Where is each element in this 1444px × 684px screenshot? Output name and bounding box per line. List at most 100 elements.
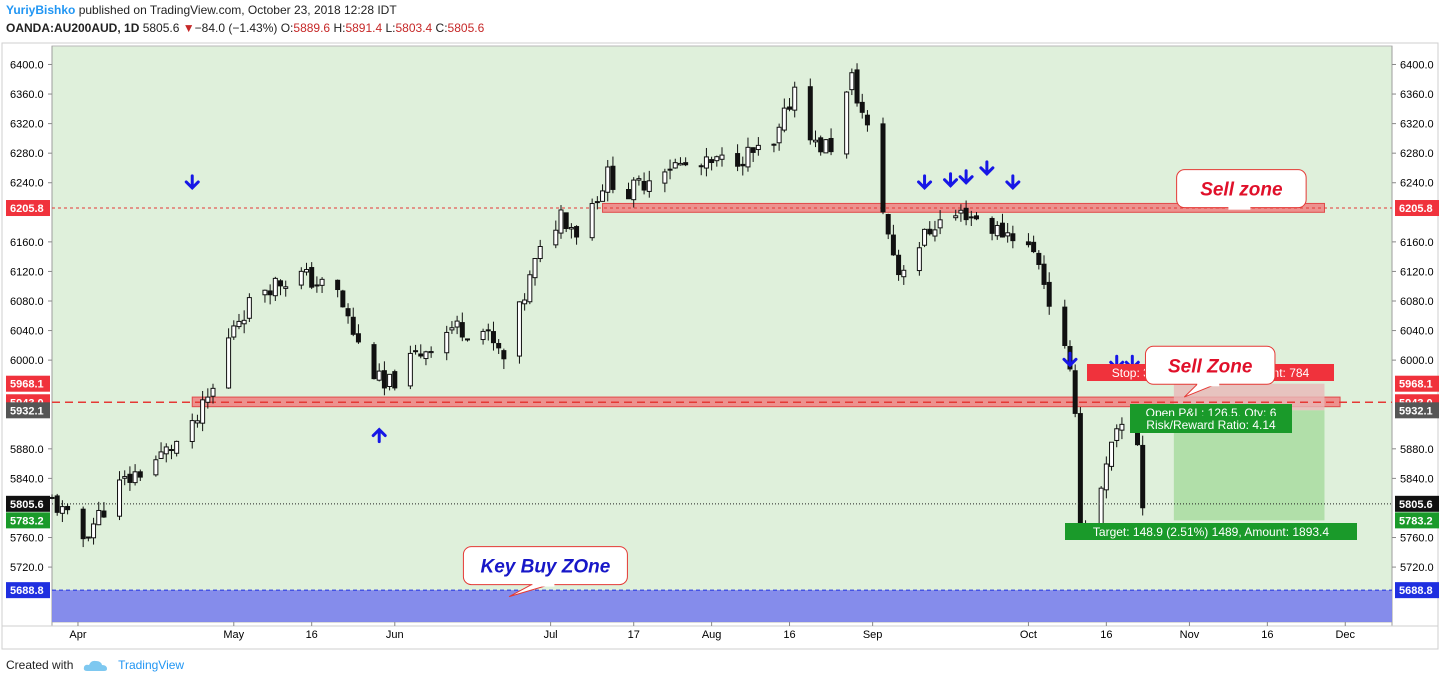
candle-body[interactable] [465, 338, 471, 341]
candle-body[interactable] [85, 536, 91, 539]
candle-body[interactable] [444, 331, 450, 354]
candle-body[interactable] [1025, 241, 1031, 246]
candle-body[interactable] [449, 327, 455, 331]
candle-body[interactable] [189, 420, 195, 442]
candle-body[interactable] [776, 126, 782, 144]
target-label-box[interactable] [1065, 523, 1357, 540]
candle-body[interactable] [999, 222, 1005, 238]
candle-body[interactable] [371, 344, 377, 380]
candle-body[interactable] [683, 162, 689, 166]
candle-body[interactable] [568, 226, 574, 230]
candle-body[interactable] [272, 277, 278, 297]
candle-body[interactable] [65, 506, 71, 511]
candle-body[interactable] [812, 139, 818, 143]
candle-body[interactable] [303, 269, 309, 273]
candle-body[interactable] [885, 214, 891, 235]
candle-body[interactable] [646, 180, 652, 192]
candle-body[interactable] [122, 476, 128, 479]
candle-body[interactable] [641, 180, 647, 191]
candle-body[interactable] [231, 325, 237, 338]
candle-body[interactable] [91, 523, 97, 539]
candle-body[interactable] [236, 320, 242, 328]
candle-body[interactable] [153, 459, 159, 476]
candle-body[interactable] [787, 106, 793, 110]
candle-body[interactable] [210, 387, 216, 397]
candle-body[interactable] [1077, 413, 1083, 528]
candle-body[interactable] [890, 234, 896, 256]
candle-body[interactable] [278, 280, 284, 287]
candle-body[interactable] [994, 224, 1000, 237]
author-link[interactable]: YuriyBishko [6, 3, 76, 17]
candle-body[interactable] [480, 330, 486, 341]
candle-body[interactable] [672, 162, 678, 169]
candle-body[interactable] [807, 86, 813, 141]
candle-body[interactable] [522, 299, 528, 305]
candle-body[interactable] [828, 137, 834, 153]
candle-body[interactable] [314, 284, 320, 287]
candle-body[interactable] [896, 254, 902, 276]
candle-body[interactable] [418, 353, 424, 357]
candle-body[interactable] [345, 308, 351, 317]
candle-body[interactable] [823, 139, 829, 154]
candle-body[interactable] [1005, 232, 1011, 237]
candle-body[interactable] [1010, 233, 1016, 242]
candle-body[interactable] [459, 322, 465, 338]
candle-body[interactable] [485, 329, 491, 332]
candle-body[interactable] [745, 146, 751, 168]
candle-body[interactable] [605, 166, 611, 193]
candle-body[interactable] [698, 165, 704, 168]
candles[interactable] [49, 63, 1146, 548]
candle-body[interactable] [968, 216, 974, 219]
candle-body[interactable] [1109, 441, 1115, 467]
candle-body[interactable] [958, 209, 964, 214]
candle-body[interactable] [553, 229, 559, 246]
candle-body[interactable] [267, 290, 273, 296]
candle-body[interactable] [709, 159, 715, 164]
candle-body[interactable] [667, 168, 673, 171]
candle-body[interactable] [1046, 281, 1052, 307]
candle-body[interactable] [376, 370, 382, 381]
candle-body[interactable] [916, 247, 922, 272]
key-buy-zone[interactable] [52, 590, 1392, 622]
candle-body[interactable] [703, 156, 709, 169]
candle-body[interactable] [158, 451, 164, 459]
candle-body[interactable] [1062, 306, 1068, 346]
candle-body[interactable] [937, 219, 943, 229]
candle-body[interactable] [381, 370, 387, 389]
candle-body[interactable] [735, 153, 741, 167]
candle-body[interactable] [740, 163, 746, 167]
candle-body[interactable] [205, 396, 211, 403]
candle-body[interactable] [631, 179, 637, 201]
candle-body[interactable] [792, 86, 798, 111]
rr-label-box[interactable] [1130, 416, 1292, 433]
candle-body[interactable] [1031, 241, 1037, 253]
candle-body[interactable] [532, 258, 538, 279]
candle-body[interactable] [714, 156, 720, 162]
candle-body[interactable] [880, 123, 886, 213]
candle-body[interactable] [854, 69, 860, 104]
candle-body[interactable] [844, 91, 850, 155]
candle-body[interactable] [496, 342, 502, 349]
candle-body[interactable] [626, 188, 632, 200]
candle-body[interactable] [901, 269, 907, 278]
candle-body[interactable] [137, 471, 143, 478]
candle-body[interactable] [771, 143, 777, 146]
candle-body[interactable] [527, 274, 533, 303]
candle-body[interactable] [600, 190, 606, 202]
candle-body[interactable] [574, 226, 580, 238]
candle-body[interactable] [1041, 263, 1047, 285]
candle-body[interactable] [392, 371, 398, 389]
candle-body[interactable] [127, 473, 133, 483]
candle-body[interactable] [1140, 444, 1146, 509]
candle-body[interactable] [963, 207, 969, 221]
candle-body[interactable] [516, 301, 522, 357]
candle-body[interactable] [589, 203, 595, 239]
candle-body[interactable] [387, 373, 393, 387]
candle-body[interactable] [200, 399, 206, 424]
candle-body[interactable] [922, 228, 928, 246]
candle-body[interactable] [350, 316, 356, 335]
candle-body[interactable] [174, 440, 180, 454]
candle-body[interactable] [864, 114, 870, 126]
candle-body[interactable] [973, 215, 979, 220]
